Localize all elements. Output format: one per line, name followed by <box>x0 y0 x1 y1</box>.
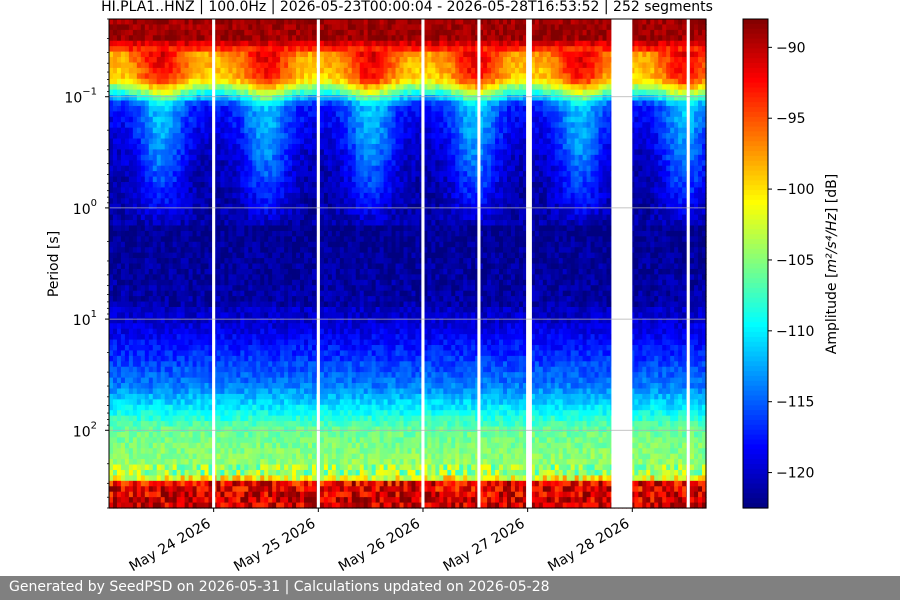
colorbar-tick-label: −110 <box>776 324 814 340</box>
x-tick-label: May 26 2026 <box>336 516 423 576</box>
x-tick-label: May 25 2026 <box>231 516 318 576</box>
colorbar-tick-label: −90 <box>776 40 806 56</box>
spectrogram-chart: HI.PLA1..HNZ | 100.0Hz | 2026-05-23T00:0… <box>46 0 840 575</box>
colorbar-label: Amplitude [m²/s⁴/Hz] [dB] <box>824 174 840 354</box>
data-gaps <box>212 19 690 508</box>
data-gap <box>526 19 532 508</box>
data-gap <box>477 19 481 508</box>
y-axis: 10−1 100 101 102 <box>64 18 109 509</box>
colorbar-tick-label: −100 <box>776 182 814 198</box>
data-gap <box>686 19 690 508</box>
colorbar-label-suffix: ] [dB] <box>824 174 840 213</box>
data-gap <box>421 19 425 508</box>
colorbar-tick-label: −95 <box>776 111 806 127</box>
chart-title: HI.PLA1..HNZ | 100.0Hz | 2026-05-23T00:0… <box>101 0 713 15</box>
x-tick-label: May 27 2026 <box>441 516 528 576</box>
data-gap <box>212 19 216 508</box>
y-tick-label: 100 <box>73 198 97 218</box>
data-gap <box>611 19 633 508</box>
x-tick-label: May 24 2026 <box>127 516 214 576</box>
x-axis: May 24 2026 May 25 2026 May 26 2026 May 27 … <box>127 508 633 575</box>
colorbar-tick-label: −115 <box>776 395 814 411</box>
colorbar-tick-label: −120 <box>776 466 814 482</box>
y-tick-label: 102 <box>73 420 97 440</box>
plot-frame <box>108 18 707 509</box>
y-axis-label: Period [s] <box>46 231 62 297</box>
y-tick-label: 101 <box>73 309 97 329</box>
grid-lines <box>109 96 706 431</box>
x-tick-label: May 28 2026 <box>545 516 632 576</box>
y-tick-label: 10−1 <box>64 87 97 107</box>
colorbar: −90 −95 −100 −105 −110 −115 −120 <box>742 18 814 509</box>
colorbar-label-prefix: Amplitude [ <box>824 273 840 355</box>
footer-text: Generated by SeedPSD on 2026-05-31 | Cal… <box>9 579 550 595</box>
footer-bar: Generated by SeedPSD on 2026-05-31 | Cal… <box>0 576 900 600</box>
colorbar-tick-label: −105 <box>776 253 814 269</box>
data-gap <box>316 19 320 508</box>
colorbar-label-units: m²/s⁴/Hz <box>824 212 840 272</box>
